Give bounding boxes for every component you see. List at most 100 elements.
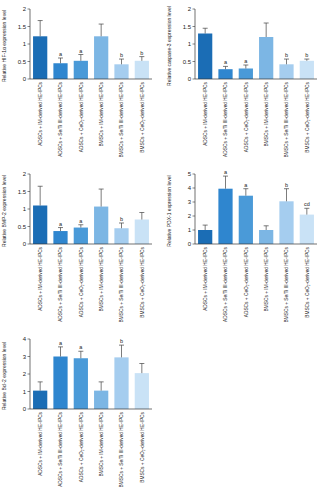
category-label: BMSCs + IM-derived HE-IPCs bbox=[264, 246, 269, 311]
bar bbox=[239, 69, 253, 80]
y-tick bbox=[28, 409, 31, 410]
y-axis bbox=[195, 9, 196, 79]
error-bar bbox=[304, 59, 309, 61]
plot-marks bbox=[33, 345, 149, 409]
y-tick bbox=[28, 391, 31, 392]
significance-letter: a bbox=[59, 340, 63, 346]
y-tick-label: 4 bbox=[23, 336, 27, 342]
error-bar bbox=[38, 21, 43, 37]
y-tick-label: 2 bbox=[23, 171, 27, 177]
significance-letter: a bbox=[59, 51, 63, 57]
y-axis bbox=[30, 174, 31, 244]
y-tick-label: 3 bbox=[188, 199, 192, 205]
category-label: ADSCs + CeO₂-derived HE-IPCs bbox=[79, 411, 84, 482]
y-tick-label: 0 bbox=[23, 241, 27, 247]
bar bbox=[300, 61, 314, 79]
significance-letter: b bbox=[285, 52, 288, 58]
significance-letter: a bbox=[79, 48, 83, 54]
error-bar bbox=[264, 226, 269, 230]
y-tick bbox=[193, 174, 196, 175]
bar bbox=[94, 36, 108, 79]
error-bar bbox=[99, 24, 104, 36]
category-label: ADSCs + Se/Ti III-derived HE-IPCs bbox=[223, 246, 228, 321]
category-label: ADSCs + Se/Ti III-derived HE-IPCs bbox=[58, 411, 63, 486]
error-bar bbox=[78, 351, 83, 358]
y-tick-label: 2 bbox=[23, 6, 27, 12]
panel: 00.511.52Relative caspase-3 expression l… bbox=[166, 6, 317, 157]
y-tick bbox=[28, 374, 31, 375]
bar bbox=[239, 196, 253, 244]
plot-marks bbox=[33, 21, 149, 79]
category-label: BMSCs + IM-derived HE-IPCs bbox=[264, 81, 269, 146]
category-label: ADSCs + CeO₂-derived HE-IPCs bbox=[79, 246, 84, 317]
bar bbox=[53, 231, 67, 244]
y-tick-label: 1.5 bbox=[18, 189, 27, 195]
x-axis bbox=[30, 244, 152, 245]
y-tick bbox=[28, 191, 31, 192]
significance-letter: a bbox=[79, 344, 83, 350]
bar bbox=[94, 207, 108, 244]
x-axis bbox=[30, 409, 152, 410]
figure: 0 0.5 1 1.5 2 Relative HIF-1α expression leve… bbox=[0, 0, 324, 500]
error-bar bbox=[58, 58, 63, 63]
significance-letter: cd bbox=[304, 201, 310, 207]
bar bbox=[279, 201, 293, 244]
y-tick-label: 2 bbox=[188, 6, 192, 12]
y-tick-label: 1 bbox=[188, 227, 192, 233]
error-bar bbox=[38, 382, 43, 391]
category-label: ADSCs + Se/Ti III-derived HE-IPCs bbox=[58, 81, 63, 156]
y-tick bbox=[193, 216, 196, 217]
bar bbox=[33, 206, 47, 245]
bar bbox=[259, 230, 273, 244]
error-bar bbox=[99, 189, 104, 207]
panel: 01234Relative Bcl-2 expression levelaabA… bbox=[1, 336, 152, 487]
error-bar bbox=[78, 55, 83, 61]
y-tick-label: 0 bbox=[188, 76, 192, 82]
bar bbox=[53, 63, 67, 79]
bar bbox=[259, 37, 273, 79]
y-tick-label: 0.5 bbox=[183, 59, 192, 65]
category-label: BMSCs + Se/Ti III-derived HE-IPCs bbox=[119, 81, 124, 157]
category-label: BMSCs + IM-derived HE-IPCs bbox=[99, 411, 104, 476]
category-label: ADSCs + CeO₂-derived HE-IPCs bbox=[79, 81, 84, 152]
bar bbox=[33, 391, 47, 409]
y-tick-label: 5 bbox=[188, 171, 192, 177]
y-tick-label: 2 bbox=[188, 213, 192, 219]
y-tick-label: 2 bbox=[23, 371, 27, 377]
error-bar bbox=[203, 225, 208, 230]
y-axis-label: Relative caspase-3 expression level bbox=[166, 6, 172, 86]
significance-letter: a bbox=[224, 59, 228, 65]
y-axis-label: Relative Bcl-2 expression level bbox=[1, 342, 7, 410]
y-tick bbox=[28, 61, 31, 62]
bar bbox=[279, 64, 293, 79]
category-label: BMSCs + Se/Ti III-derived HE-IPCs bbox=[284, 246, 289, 322]
plot-marks bbox=[198, 23, 314, 79]
y-tick bbox=[193, 9, 196, 10]
bar bbox=[114, 357, 128, 409]
significance-letter: a bbox=[244, 58, 248, 64]
bar bbox=[74, 228, 88, 244]
y-tick bbox=[28, 79, 31, 80]
y-tick bbox=[193, 26, 196, 27]
y-axis-label: Relative PDX-1 expression level bbox=[166, 175, 172, 246]
y-tick-label: 1.5 bbox=[183, 24, 192, 30]
category-label: ADSCs + IM-derived HE-IPCs bbox=[38, 246, 43, 310]
significance-letter: b bbox=[305, 52, 308, 58]
bar bbox=[218, 189, 232, 244]
y-axis-label: Relative HIF-1α expression level bbox=[1, 10, 7, 82]
error-bar bbox=[119, 345, 124, 357]
significance-letter: a bbox=[244, 182, 248, 188]
y-tick bbox=[193, 230, 196, 231]
bar bbox=[74, 61, 88, 79]
category-label: BMSCs + Se/Ti III-derived HE-IPCs bbox=[119, 411, 124, 487]
significance-letter: a bbox=[59, 221, 63, 227]
category-label: ADSCs + IM-derived HE-IPCs bbox=[38, 411, 43, 475]
bar bbox=[218, 69, 232, 79]
x-axis bbox=[195, 79, 317, 80]
significance-letter: a bbox=[79, 218, 83, 224]
y-axis-label: Relative BMP-2 expression level bbox=[1, 175, 7, 247]
significance-letter: a bbox=[224, 169, 228, 175]
error-bar bbox=[264, 23, 269, 37]
category-label: BMSCs + CeO₂-derived HE-IPCs bbox=[305, 81, 310, 152]
bar bbox=[135, 373, 149, 409]
